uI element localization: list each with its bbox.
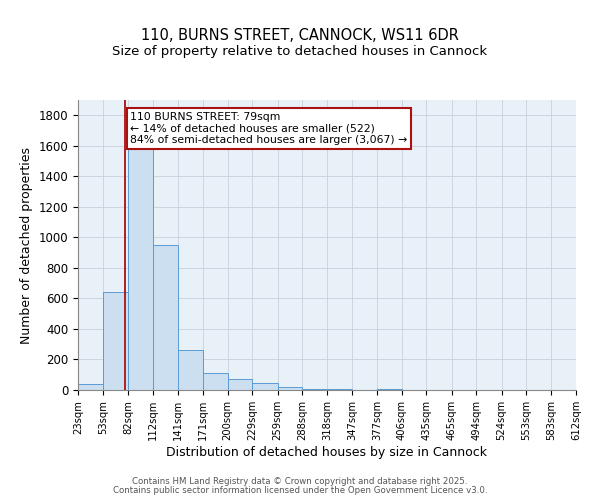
Text: Contains HM Land Registry data © Crown copyright and database right 2025.: Contains HM Land Registry data © Crown c… xyxy=(132,477,468,486)
Text: Contains public sector information licensed under the Open Government Licence v3: Contains public sector information licen… xyxy=(113,486,487,495)
Bar xyxy=(203,373,227,390)
X-axis label: Distribution of detached houses by size in Cannock: Distribution of detached houses by size … xyxy=(167,446,487,458)
Bar xyxy=(252,383,278,390)
Text: 110 BURNS STREET: 79sqm
← 14% of detached houses are smaller (522)
84% of semi-d: 110 BURNS STREET: 79sqm ← 14% of detache… xyxy=(130,112,407,146)
Text: 110, BURNS STREET, CANNOCK, WS11 6DR: 110, BURNS STREET, CANNOCK, WS11 6DR xyxy=(141,28,459,42)
Bar xyxy=(328,389,352,390)
Bar xyxy=(103,292,128,390)
Bar xyxy=(128,132,153,390)
Bar xyxy=(278,388,302,390)
Text: Size of property relative to detached houses in Cannock: Size of property relative to detached ho… xyxy=(112,45,488,58)
Bar xyxy=(377,389,402,390)
Bar xyxy=(153,245,178,390)
Y-axis label: Number of detached properties: Number of detached properties xyxy=(20,146,33,344)
Bar xyxy=(78,384,103,390)
Bar xyxy=(302,389,328,390)
Bar xyxy=(178,350,203,390)
Bar xyxy=(227,378,252,390)
